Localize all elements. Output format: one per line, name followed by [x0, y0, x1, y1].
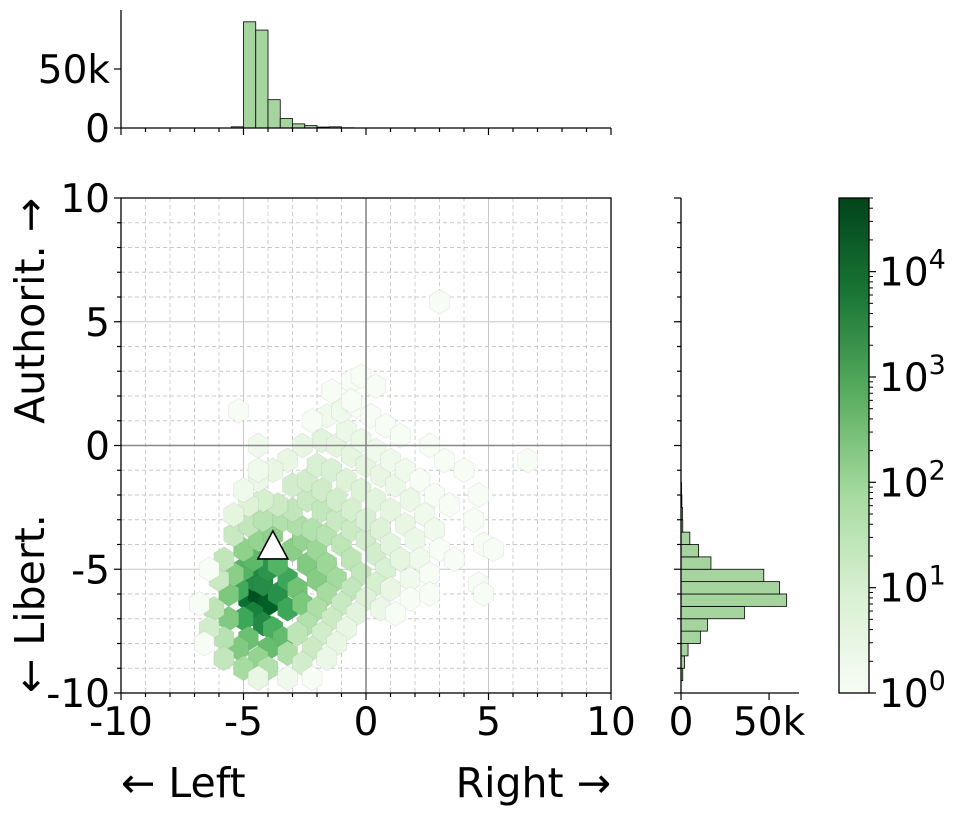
hexbin-cell: [301, 665, 323, 692]
right-histogram-bar: [680, 593, 788, 607]
top-y-tick-label: 0: [85, 107, 110, 152]
hexbin-cell: [213, 645, 235, 672]
top-histogram-bar: [267, 99, 281, 129]
right-histogram-bar: [680, 643, 689, 657]
hexbin-cell: [223, 501, 245, 528]
colorbar-tick-label: 100: [879, 666, 946, 717]
hexbin-cells: [188, 288, 539, 692]
hexbin-cell: [193, 630, 215, 657]
hexbin-cell: [409, 467, 431, 494]
right-histogram-ticks: 0 50k: [669, 197, 806, 745]
hexbin-cell: [453, 457, 475, 484]
hexbin-cell: [429, 288, 450, 315]
colorbar-frame: [838, 197, 870, 694]
colorbar-tick-label: 104: [879, 245, 946, 296]
hexbin-cell: [463, 506, 485, 533]
right-x-tick-label: 0: [669, 700, 694, 745]
right-histogram-bar: [680, 556, 712, 570]
y-tick-label: -10: [46, 672, 110, 717]
hexbin-cell: [340, 387, 362, 414]
right-histogram-bar: [680, 531, 691, 545]
right-histogram-bar: [680, 605, 745, 620]
average-position-marker: [256, 529, 290, 560]
y-axis-label-bottom: ← Libert.: [6, 514, 54, 693]
hexbin-cell: [316, 645, 338, 672]
right-histogram-bar: [680, 618, 708, 632]
colorbar-tick-label: 102: [879, 455, 946, 506]
hexbin-cell: [286, 620, 308, 647]
hexbin-cell: [517, 447, 539, 474]
hexbin-cell: [389, 422, 411, 449]
right-histogram: 0 50k: [669, 197, 806, 745]
colorbar: 100 101 102 103 104: [838, 197, 946, 717]
hexbin-cell: [277, 665, 299, 692]
y-tick-label: 10: [60, 177, 110, 222]
right-histogram-bar: [680, 581, 781, 595]
top-histogram-bar: [243, 21, 257, 129]
hexbin-panel: -10 -5 0 5 10 -10 -5 0 5 10: [46, 177, 636, 745]
x-axis-label-left: ← Left: [121, 759, 246, 807]
right-histogram-bar: [680, 630, 701, 644]
hexbin-cell: [438, 491, 460, 518]
right-histogram-bar: [680, 544, 700, 558]
hexbin-cell: [399, 486, 421, 513]
hexbin-cell: [384, 600, 406, 627]
colorbar-tick-label: 103: [879, 350, 946, 401]
y-axis-label-top: Authorit. →: [6, 198, 54, 424]
hexbin-cell: [443, 546, 465, 573]
hexbin-cell: [301, 407, 323, 434]
hexbin-cell: [482, 536, 504, 563]
hexbin-cell: [247, 457, 269, 484]
hexbin-cell: [188, 590, 210, 617]
right-histogram-bar: [680, 568, 765, 583]
main-ticks: -10 -5 0 5 10 -10 -5 0 5 10: [46, 177, 636, 745]
x-tick-label: 0: [354, 700, 379, 745]
x-tick-label: 5: [476, 700, 501, 745]
top-histogram-bar: [255, 29, 269, 129]
right-x-tick-label: 50k: [733, 700, 806, 745]
top-histogram-bars: [230, 21, 355, 129]
y-tick-label: 5: [85, 301, 110, 346]
hexbin-cell: [468, 482, 490, 508]
y-tick-label: 0: [85, 425, 110, 470]
hexbin-cell: [228, 397, 250, 424]
colorbar-gradient: [839, 198, 869, 693]
colorbar-tick-label: 101: [879, 561, 946, 612]
top-histogram-bar: [279, 118, 293, 129]
hexbin-cell: [419, 581, 441, 607]
hexbin-cell: [247, 665, 269, 692]
x-tick-label: -5: [224, 700, 263, 745]
x-axis-label-right: Right →: [456, 759, 611, 807]
hexbin-cell: [198, 556, 220, 583]
x-tick-label: -10: [89, 700, 153, 745]
hexbin-cell: [233, 477, 254, 504]
x-tick-label: 10: [586, 700, 636, 745]
colorbar-ticks: 100 101 102 103 104: [869, 197, 946, 717]
right-histogram-bars: [680, 482, 788, 682]
y-tick-label: -5: [71, 548, 110, 593]
top-y-tick-label: 50k: [38, 48, 111, 93]
hexbin-cell: [473, 581, 495, 607]
